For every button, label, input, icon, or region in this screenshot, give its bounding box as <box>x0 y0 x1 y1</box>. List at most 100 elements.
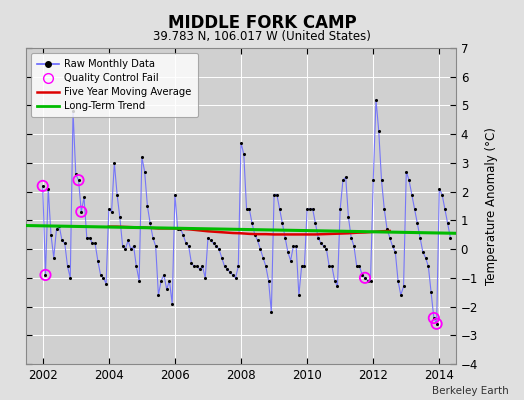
Point <box>110 160 118 166</box>
Point <box>446 234 454 241</box>
Point <box>151 243 160 250</box>
Point <box>375 128 383 134</box>
Point <box>206 237 215 244</box>
Point <box>281 234 289 241</box>
Point <box>47 232 55 238</box>
Point <box>212 243 221 250</box>
Point <box>69 108 77 114</box>
Point <box>41 272 50 278</box>
Point <box>298 263 306 270</box>
Point <box>234 263 243 270</box>
Point <box>353 263 361 270</box>
Point <box>245 206 254 212</box>
Point <box>366 278 375 284</box>
Point <box>388 243 397 250</box>
Point <box>52 226 61 232</box>
Text: 39.783 N, 106.017 W (United States): 39.783 N, 106.017 W (United States) <box>153 30 371 43</box>
Point <box>107 208 116 215</box>
Point <box>220 263 228 270</box>
Point <box>149 234 157 241</box>
Point <box>74 177 83 183</box>
Point <box>190 263 199 270</box>
Point <box>165 278 173 284</box>
Point <box>394 278 402 284</box>
Point <box>171 191 179 198</box>
Point <box>336 206 344 212</box>
Point <box>77 208 85 215</box>
Point <box>44 186 52 192</box>
Point <box>303 206 311 212</box>
Point <box>80 194 88 200</box>
Point <box>276 206 284 212</box>
Point <box>74 177 83 183</box>
Point <box>39 183 47 189</box>
Point <box>292 243 300 250</box>
Point <box>256 246 265 252</box>
Point <box>413 220 421 226</box>
Point <box>287 257 295 264</box>
Point <box>416 234 424 241</box>
Point <box>267 309 276 316</box>
Point <box>140 168 149 175</box>
Point <box>184 243 193 250</box>
Point <box>421 254 430 261</box>
Text: Berkeley Earth: Berkeley Earth <box>432 386 508 396</box>
Point <box>99 275 107 281</box>
Point <box>143 203 151 209</box>
Point <box>358 272 366 278</box>
Point <box>237 140 245 146</box>
Point <box>283 249 292 255</box>
Point <box>278 220 287 226</box>
Point <box>176 226 184 232</box>
Point <box>430 315 438 321</box>
Point <box>386 234 394 241</box>
Point <box>228 272 237 278</box>
Point <box>427 289 435 295</box>
Point <box>226 269 234 275</box>
Point <box>41 272 50 278</box>
Point <box>85 234 94 241</box>
Point <box>391 249 399 255</box>
Point <box>94 257 102 264</box>
Point <box>377 177 386 183</box>
Point <box>127 246 135 252</box>
Point <box>361 275 369 281</box>
Point <box>66 275 74 281</box>
Point <box>198 263 206 270</box>
Point <box>419 249 427 255</box>
Point <box>314 234 322 241</box>
Point <box>168 300 177 307</box>
Point <box>55 223 63 229</box>
Point <box>380 206 388 212</box>
Point <box>405 177 413 183</box>
Point <box>116 214 124 221</box>
Point <box>105 206 113 212</box>
Point <box>182 240 190 246</box>
Point <box>135 278 144 284</box>
Point <box>432 320 441 327</box>
Point <box>58 237 66 244</box>
Point <box>430 315 438 321</box>
Point <box>162 286 171 292</box>
Point <box>113 191 121 198</box>
Point <box>333 283 342 290</box>
Point <box>441 206 449 212</box>
Point <box>397 292 405 298</box>
Point <box>261 263 270 270</box>
Point <box>289 243 298 250</box>
Point <box>118 243 127 250</box>
Point <box>328 263 336 270</box>
Point <box>325 263 333 270</box>
Point <box>243 206 251 212</box>
Point <box>77 208 85 215</box>
Point <box>408 191 416 198</box>
Point <box>383 226 391 232</box>
Point <box>217 254 226 261</box>
Point <box>316 240 325 246</box>
Point <box>209 240 217 246</box>
Point <box>102 280 110 287</box>
Point <box>129 243 138 250</box>
Point <box>342 174 350 180</box>
Point <box>347 234 355 241</box>
Point <box>223 266 232 272</box>
